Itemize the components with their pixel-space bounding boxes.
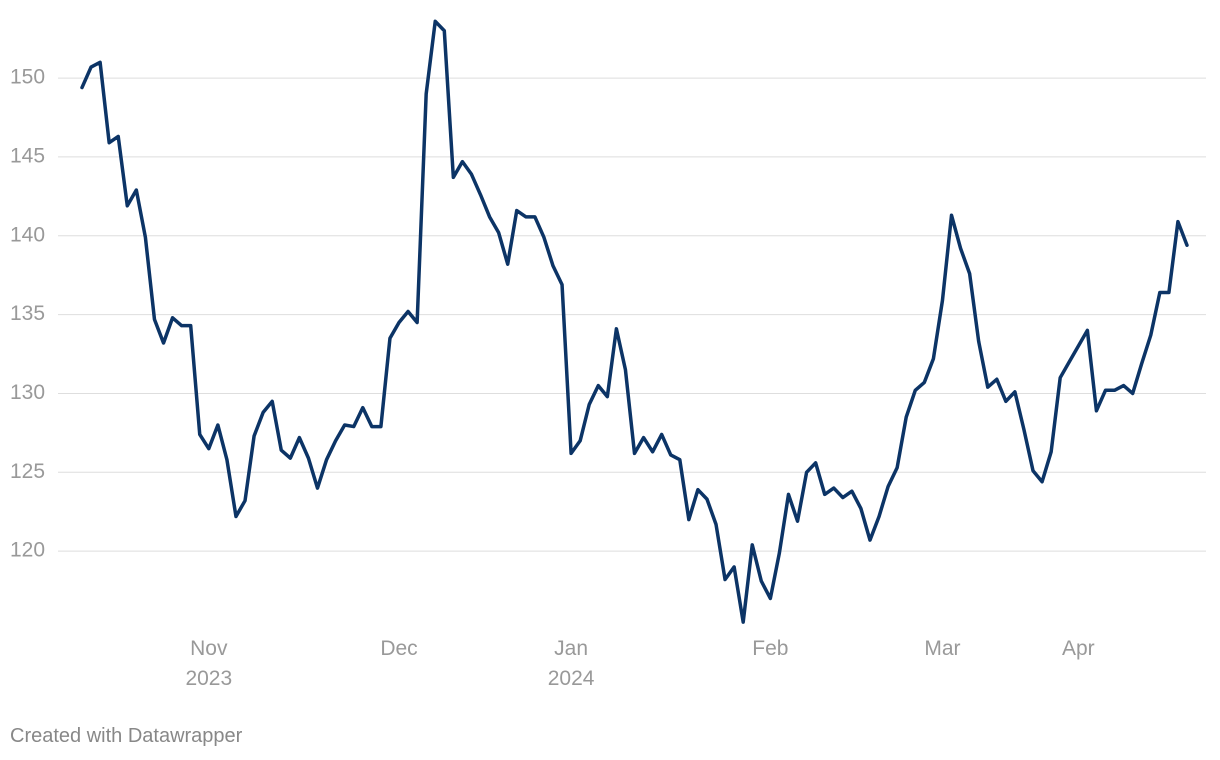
y-tick-label: 130 [10, 381, 45, 404]
chart: 120 125 130 135 140 145 150 [10, 19, 1206, 624]
x-tick-label: Nov 2023 [185, 637, 233, 690]
y-tick-label: 135 [10, 302, 45, 325]
x-tick-label: Mar [924, 637, 961, 660]
y-tick-label: 125 [10, 460, 45, 483]
y-tick-label: 150 [10, 66, 45, 89]
credit: Created with Datawrapper [10, 725, 243, 747]
y-tick-label: 145 [10, 144, 45, 167]
x-tick-label: Apr [1061, 637, 1095, 660]
x-tick-label: Jan 2024 [547, 637, 595, 690]
y-tick-label: 140 [10, 223, 45, 246]
y-tick-label: 120 [10, 539, 45, 562]
data-line [80, 19, 1189, 624]
x-tick-label: Feb [752, 637, 789, 660]
x-tick-label: Dec [380, 637, 418, 660]
